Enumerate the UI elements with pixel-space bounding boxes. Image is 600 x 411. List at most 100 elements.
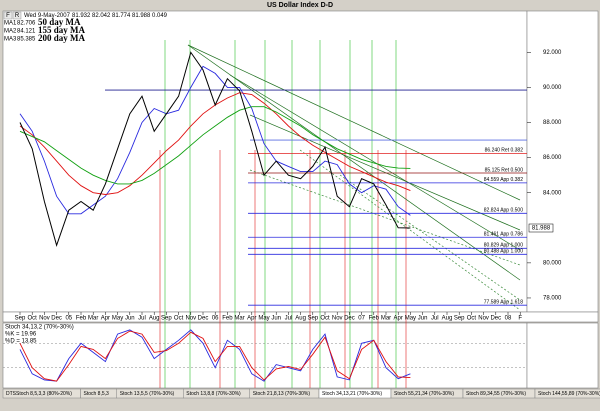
last-price: 81.988 bbox=[532, 226, 551, 232]
legend-entry: %D = 13.85 bbox=[5, 339, 37, 345]
level-label: 85.125 Ret 0.500 bbox=[485, 167, 524, 173]
marks: 78.000 80.000 84.000 86.000 88.000 90.000 92.0… bbox=[3, 50, 562, 382]
quote-value: 81.774 bbox=[112, 13, 131, 19]
quote-value: 82.042 bbox=[92, 13, 111, 19]
stoch-title: Stoch 34,13,2 (70%-30%) bbox=[5, 325, 74, 331]
x-tick-label: Nov bbox=[185, 316, 196, 322]
x-tick-label: Oct bbox=[320, 316, 330, 322]
tab-label[interactable]: Stoch 144,55,89 (70%-30%) bbox=[538, 391, 600, 397]
ma-tag: MA2 bbox=[4, 29, 17, 35]
x-tick-label: Jun bbox=[418, 316, 428, 322]
y-tick-label: 80.000 bbox=[543, 260, 562, 266]
x-tick-label: Aug bbox=[442, 316, 453, 322]
ma-tag: MA1 bbox=[4, 21, 17, 27]
tab-label[interactable]: Stoch 8,5,3 bbox=[84, 391, 110, 397]
ma-tag: MA3 bbox=[4, 37, 17, 43]
y-tick-label: 78.000 bbox=[543, 296, 562, 302]
tab-label[interactable]: Stoch 55,21,34 (70%-30%) bbox=[394, 391, 454, 397]
x-tick-label: Dec bbox=[51, 316, 62, 322]
tab-label[interactable]: Stoch 34,13,21 (70%-30%) bbox=[322, 391, 382, 397]
tab-label[interactable]: Stoch 13,8,8 (70%-30%) bbox=[186, 391, 241, 397]
date: Wed 9-May-2007 bbox=[24, 13, 71, 19]
x-tick-label: Oct bbox=[28, 316, 38, 322]
header: F R Wed 9-May-2007 81.932 82.042 81.774 81.… bbox=[3, 11, 168, 43]
x-tick-label: 07 bbox=[358, 316, 365, 322]
x-tick-label: 05 bbox=[65, 316, 72, 322]
button-label[interactable]: R bbox=[15, 13, 20, 19]
x-tick-label: Jun bbox=[125, 316, 135, 322]
ma-last: 82.706 bbox=[17, 21, 36, 27]
legend-entry: 200 day MA bbox=[38, 33, 86, 43]
drawing-tools bbox=[159, 40, 521, 388]
x-tick-label: Apr bbox=[394, 316, 403, 322]
quote-value: 81.932 bbox=[72, 13, 91, 19]
legend-entry: 155 day MA bbox=[38, 25, 86, 35]
tab-label[interactable]: DTSStoch 8,5,3,3 (80%-20%) bbox=[6, 391, 72, 397]
tab-label[interactable]: Stoch 13,5,5 (70%-30%) bbox=[120, 391, 175, 397]
y-tick-label: 88.000 bbox=[543, 120, 562, 126]
legend-entry: %K = 19.96 bbox=[5, 332, 37, 338]
level-label: 77.589 App 1.618 bbox=[484, 300, 523, 306]
x-tick-label: Aug bbox=[149, 316, 160, 322]
x-tick-label: Feb bbox=[369, 316, 380, 322]
level-label: 80.829 App 1.000 bbox=[484, 243, 523, 249]
quote-value: 0.049 bbox=[152, 13, 168, 19]
x-tick-label: Jun bbox=[271, 316, 281, 322]
button-label[interactable]: F bbox=[6, 13, 10, 19]
button[interactable] bbox=[12, 11, 22, 20]
x-tick-label: Apr bbox=[101, 316, 110, 322]
stoch-line bbox=[19, 329, 411, 382]
x-tick-label: Nov bbox=[478, 316, 489, 322]
ma-last: 84.121 bbox=[17, 29, 36, 35]
x-tick-label: Jul bbox=[431, 316, 439, 322]
y-tick-label: 84.000 bbox=[543, 190, 562, 196]
x-tick-label: Sep bbox=[15, 316, 26, 322]
level-label: 84.559 App 0.382 bbox=[484, 177, 523, 183]
y-tick-label: 90.000 bbox=[543, 85, 562, 91]
stoch-line bbox=[19, 330, 411, 382]
x-tick-label: Nov bbox=[332, 316, 343, 322]
last-price-box bbox=[528, 223, 554, 233]
price-axis bbox=[526, 10, 599, 313]
x-tick-label: Oct bbox=[174, 316, 184, 322]
level-label: 82.824 App 0.500 bbox=[484, 208, 523, 214]
ma-line bbox=[19, 65, 411, 216]
quote-value: 81.988 bbox=[132, 13, 151, 19]
level-label: 81.461 App 0.786 bbox=[484, 232, 523, 238]
tab-label[interactable]: Stoch 21,8,13 (70%-30%) bbox=[253, 391, 311, 397]
level-label: 80.488 App 1.000 bbox=[484, 249, 523, 255]
level-label: 86.240 Ret 0.382 bbox=[485, 148, 524, 154]
x-tick-label: Oct bbox=[467, 316, 477, 322]
x-tick-label: Sep bbox=[161, 316, 172, 322]
x-tick-label: Jul bbox=[285, 316, 293, 322]
button[interactable] bbox=[3, 11, 13, 20]
y-tick-label: 86.000 bbox=[543, 155, 562, 161]
x-tick-label: Feb bbox=[222, 316, 233, 322]
tab[interactable] bbox=[534, 388, 600, 399]
trend-line bbox=[187, 44, 521, 201]
x-tick-label: Dec bbox=[490, 316, 501, 322]
x-tick-label: Aug bbox=[295, 316, 306, 322]
x-tick-label: Feb bbox=[76, 316, 87, 322]
ma-last: 85.385 bbox=[17, 37, 36, 43]
x-tick-label: May bbox=[258, 316, 269, 322]
trend-line bbox=[299, 149, 521, 311]
legend-entry: 50 day MA bbox=[38, 17, 81, 27]
x-tick-label: 06 bbox=[212, 316, 219, 322]
tab-label[interactable]: Stoch 89,34,55 (70%-30%) bbox=[466, 391, 526, 397]
x-tick-label: Sep bbox=[454, 316, 465, 322]
ma-line bbox=[19, 106, 411, 185]
x-tick-label: Nov bbox=[39, 316, 50, 322]
x-tick-label: Dec bbox=[198, 316, 209, 322]
x-tick-label: May bbox=[405, 316, 416, 322]
x-tick-label: F bbox=[518, 316, 522, 322]
x-tick-label: 08 bbox=[505, 316, 512, 322]
trend-line bbox=[187, 44, 521, 281]
trend-line bbox=[249, 114, 521, 231]
x-tick-label: Dec bbox=[344, 316, 355, 322]
trend-line bbox=[229, 74, 521, 251]
stoch-axis bbox=[526, 322, 599, 389]
x-tick-label: Mar bbox=[234, 316, 244, 322]
x-tick-label: Mar bbox=[88, 316, 98, 322]
